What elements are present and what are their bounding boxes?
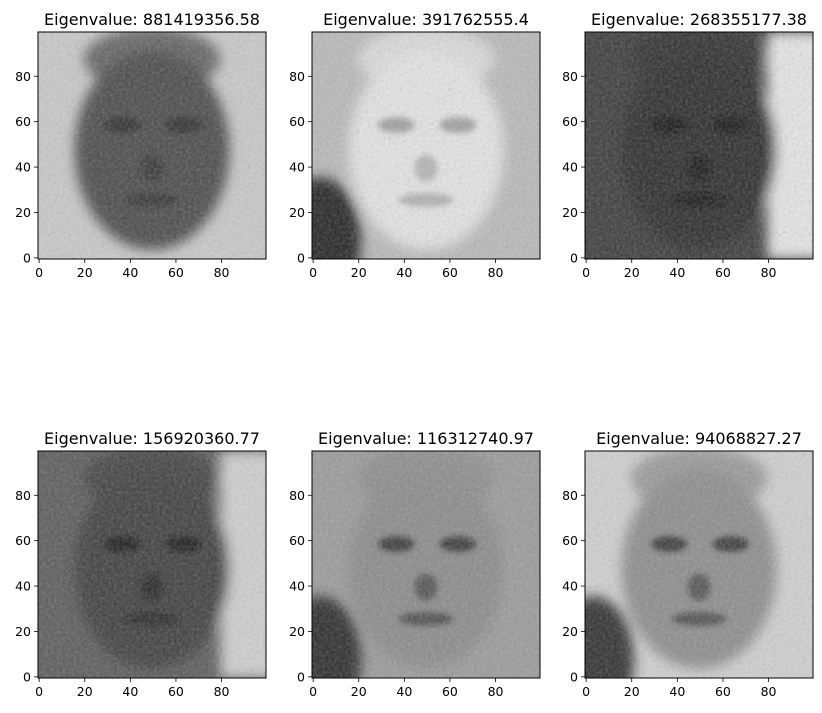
x-tick-label: 0: [309, 684, 317, 699]
axes-frame: [584, 450, 814, 679]
y-tick-label: 40: [15, 579, 31, 594]
subplot-title: Eigenvalue: 881419356.58: [44, 10, 260, 29]
y-tick-label: 20: [562, 624, 578, 639]
x-tick-label: 40: [122, 684, 138, 699]
x-tick-label: 20: [77, 265, 93, 280]
x-tick-label: 80: [214, 684, 230, 699]
axes-frame: [37, 31, 267, 260]
y-tick-label: 60: [289, 533, 305, 548]
y-tick-label: 0: [23, 669, 31, 684]
x-tick-label: 60: [442, 265, 458, 280]
subplot-title: Eigenvalue: 116312740.97: [318, 429, 534, 448]
x-tick-label: 80: [488, 684, 504, 699]
subplot-title: Eigenvalue: 391762555.4: [323, 10, 529, 29]
y-tick-label: 20: [562, 205, 578, 220]
x-tick-label: 60: [715, 265, 731, 280]
y-tick-label: 40: [289, 160, 305, 175]
x-tick-label: 20: [77, 684, 93, 699]
x-tick-label: 40: [396, 265, 412, 280]
y-tick-label: 40: [289, 579, 305, 594]
y-tick-label: 80: [15, 488, 31, 503]
y-tick-label: 80: [15, 69, 31, 84]
y-tick-label: 40: [562, 579, 578, 594]
y-tick-label: 0: [570, 250, 578, 265]
subplot-4: Eigenvalue: 156920360.77 0 20 40 60 80 0 20 40 60…: [15, 429, 267, 699]
y-tick-label: 0: [297, 669, 305, 684]
y-tick-label: 20: [15, 205, 31, 220]
x-tick-label: 80: [214, 265, 230, 280]
x-tick-label: 40: [669, 684, 685, 699]
x-tick-label: 80: [761, 684, 777, 699]
subplot-2: Eigenvalue: 391762555.4 0 20 40 60 80 0 20 40 60 8…: [289, 10, 541, 280]
y-tick-label: 80: [289, 69, 305, 84]
axes-frame: [37, 450, 267, 679]
x-tick-label: 0: [582, 265, 590, 280]
x-tick-label: 0: [35, 684, 43, 699]
eigenface-image: [585, 451, 813, 678]
axes-frame: [311, 31, 541, 260]
x-tick-label: 0: [309, 265, 317, 280]
eigenface-image: [38, 451, 266, 678]
subplot-5: Eigenvalue: 116312740.97 0 20 40 60 80 0 20 40 60…: [289, 429, 541, 699]
x-tick-label: 0: [582, 684, 590, 699]
x-tick-label: 40: [122, 265, 138, 280]
axes-frame: [311, 450, 541, 679]
y-tick-label: 20: [289, 205, 305, 220]
y-tick-label: 60: [562, 533, 578, 548]
y-tick-label: 40: [562, 160, 578, 175]
x-tick-label: 80: [761, 265, 777, 280]
x-tick-label: 0: [35, 265, 43, 280]
x-tick-label: 20: [624, 265, 640, 280]
eigenface-image: [38, 32, 266, 259]
subplot-6: Eigenvalue: 94068827.27 0 20 40 60 80 0 20 40 60 8…: [562, 429, 814, 699]
x-tick-label: 40: [396, 684, 412, 699]
x-tick-label: 60: [442, 684, 458, 699]
subplot-title: Eigenvalue: 156920360.77: [44, 429, 260, 448]
y-tick-label: 80: [289, 488, 305, 503]
subplot-3: Eigenvalue: 268355177.38 0 20 40 60 80 0 20 40 60…: [562, 10, 814, 280]
axes-frame: [584, 31, 814, 260]
y-tick-label: 0: [297, 250, 305, 265]
y-tick-label: 80: [562, 69, 578, 84]
y-tick-label: 20: [289, 624, 305, 639]
eigenface-image: [312, 451, 540, 678]
subplot-title: Eigenvalue: 94068827.27: [596, 429, 802, 448]
x-tick-label: 20: [624, 684, 640, 699]
x-tick-label: 60: [168, 265, 184, 280]
x-tick-label: 80: [488, 265, 504, 280]
y-tick-label: 20: [15, 624, 31, 639]
y-tick-label: 60: [15, 533, 31, 548]
y-tick-label: 60: [562, 114, 578, 129]
y-tick-label: 0: [570, 669, 578, 684]
x-tick-label: 60: [168, 684, 184, 699]
eigenface-image: [585, 32, 813, 259]
x-tick-label: 40: [669, 265, 685, 280]
x-tick-label: 60: [715, 684, 731, 699]
y-tick-label: 80: [562, 488, 578, 503]
y-tick-label: 60: [289, 114, 305, 129]
subplot-1: Eigenvalue: 881419356.58 0 20 40 60 80 0 20 40 60…: [15, 10, 267, 280]
y-tick-label: 40: [15, 160, 31, 175]
y-tick-label: 60: [15, 114, 31, 129]
x-tick-label: 20: [351, 265, 367, 280]
x-tick-label: 20: [351, 684, 367, 699]
y-tick-label: 0: [23, 250, 31, 265]
eigenface-image: [312, 32, 540, 259]
subplot-title: Eigenvalue: 268355177.38: [591, 10, 807, 29]
